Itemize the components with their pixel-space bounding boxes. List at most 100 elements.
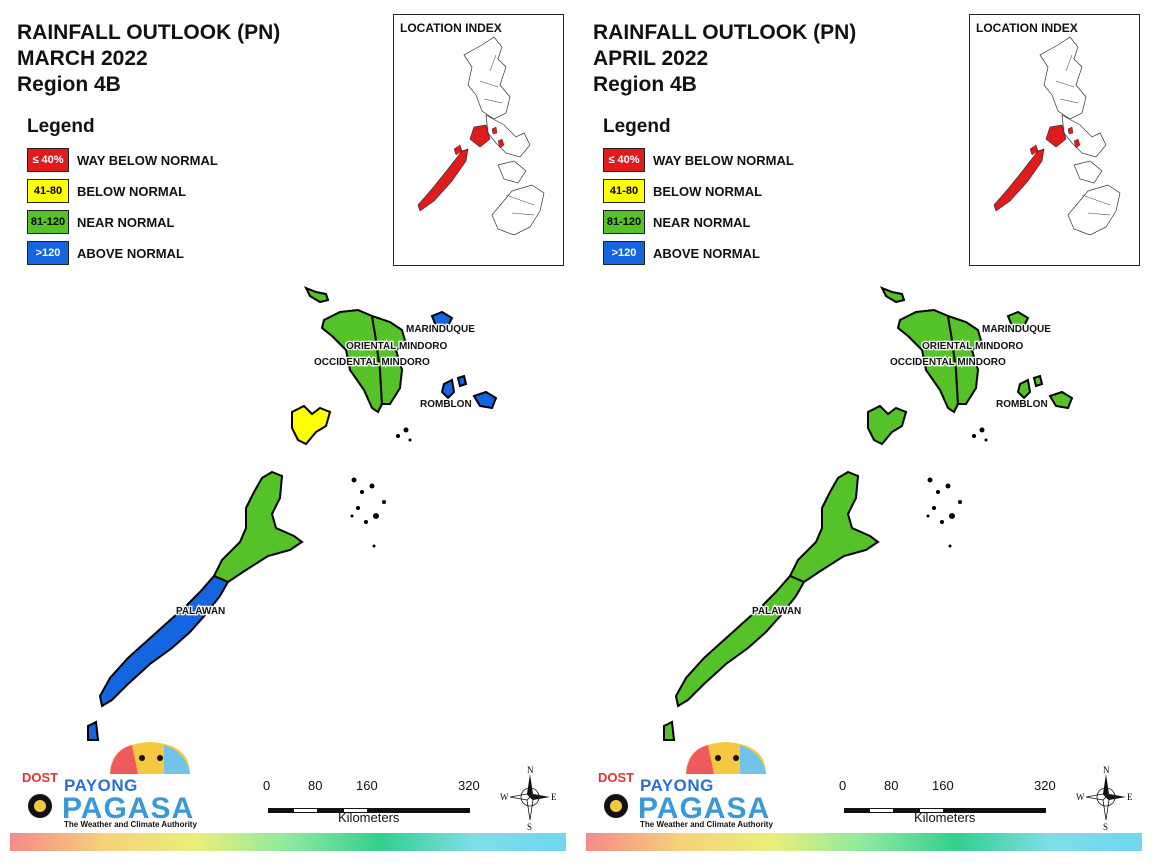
map-title: RAINFALL OUTLOOK (PN) MARCH 2022 Region … (17, 21, 281, 96)
label-oriental-mindoro: ORIENTAL MINDORO (922, 341, 1024, 352)
legend-label: BELOW NORMAL (653, 184, 763, 199)
logo-tagline: The Weather and Climate Authority (64, 820, 197, 829)
legend-label: BELOW NORMAL (77, 184, 187, 199)
index-mindoro (469, 124, 491, 148)
index-mindoro (1045, 124, 1067, 148)
legend-label: WAY BELOW NORMAL (653, 153, 794, 168)
footer-gradient-strip (10, 833, 566, 851)
footer-gradient-strip (586, 833, 1142, 851)
label-romblon: ROMBLON (420, 399, 472, 410)
scale-tick: 160 (356, 778, 378, 793)
legend-swatch: 81-120 (603, 210, 645, 234)
label-romblon: ROMBLON (996, 399, 1048, 410)
label-oriental-mindoro: ORIENTAL MINDORO (346, 341, 448, 352)
label-occidental-mindoro: OCCIDENTAL MINDORO (890, 357, 1006, 368)
label-palawan: PALAWAN (176, 606, 225, 617)
palawan-south-shape (98, 574, 230, 708)
scale-tick: 0 (839, 778, 847, 793)
compass-n: N (527, 765, 534, 775)
mindoro-north-islet (303, 286, 330, 304)
label-palawan: PALAWAN (752, 606, 801, 617)
legend-swatch: 41-80 (603, 179, 645, 203)
cuyo-islets (350, 427, 412, 548)
palawan-north-shape (212, 470, 304, 584)
payong-pagasa-logo: DOST PAYONG PAGASA The Weather and Clima… (590, 740, 773, 830)
dost-text: DOST (22, 770, 59, 785)
compass-n: N (1103, 765, 1110, 775)
scale-units: Kilometers (338, 810, 400, 825)
region-map: MARINDUQUE ORIENTAL MINDORO OCCIDENTAL M… (663, 286, 1074, 741)
cuyo-islets (926, 427, 988, 548)
marinduque-shape (1006, 310, 1030, 327)
label-marinduque: MARINDUQUE (982, 324, 1051, 335)
payong-text: PAYONG (64, 776, 138, 795)
legend-label: ABOVE NORMAL (77, 246, 184, 261)
north-arrow: N S E W (500, 764, 560, 832)
logo-tagline: The Weather and Climate Authority (640, 820, 773, 829)
romblon-islet-1 (1016, 378, 1032, 400)
romblon-shape (472, 390, 498, 410)
label-occidental-mindoro: OCCIDENTAL MINDORO (314, 357, 430, 368)
location-index-map: LOCATION INDEX (393, 14, 564, 266)
legend-swatch: ≤ 40% (603, 148, 645, 172)
romblon-islet-2 (456, 374, 468, 388)
occidental-mindoro-shape (320, 308, 384, 414)
romblon-islet-1 (440, 378, 456, 400)
location-index-title: LOCATION INDEX (400, 21, 502, 35)
oriental-mindoro-shape (946, 314, 984, 405)
romblon-islet-2 (1032, 374, 1044, 388)
legend-title: Legend (603, 116, 671, 137)
legend-label: WAY BELOW NORMAL (77, 153, 218, 168)
occidental-mindoro-shape (896, 308, 960, 414)
region-map: MARINDUQUE ORIENTAL MINDORO OCCIDENTAL M… (87, 286, 498, 741)
compass-e: E (551, 792, 557, 802)
palawan-north-shape (788, 470, 880, 584)
scale-tick: 80 (308, 778, 323, 793)
outlook-panel: RAINFALL OUTLOOK (PN) APRIL 2022 Region … (576, 0, 1152, 864)
scale-bar: 0 80 160 320 Kilometers (258, 776, 488, 836)
legend-swatch: >120 (603, 241, 645, 265)
payong-pagasa-logo: DOST PAYONG PAGASA The Weather and Clima… (14, 740, 197, 830)
scale-tick: 320 (458, 778, 480, 793)
compass-w: W (500, 792, 509, 802)
compass-w: W (1076, 792, 1085, 802)
legend-label: NEAR NORMAL (77, 215, 175, 230)
north-arrow: N S E W (1076, 764, 1136, 832)
compass-e: E (1127, 792, 1133, 802)
dost-text: DOST (598, 770, 635, 785)
label-marinduque: MARINDUQUE (406, 324, 475, 335)
balabac-islet (87, 720, 100, 741)
legend-title: Legend (27, 116, 95, 137)
calamian-islands-shape (291, 404, 332, 446)
umbrella-icon (604, 742, 766, 818)
scale-tick: 160 (932, 778, 954, 793)
outlook-panel: RAINFALL OUTLOOK (PN) MARCH 2022 Region … (10, 14, 566, 851)
scale-bar: 0 80 160 320 Kilometers (834, 776, 1064, 836)
payong-text: PAYONG (640, 776, 714, 795)
map-title: RAINFALL OUTLOOK (PN) APRIL 2022 Region … (593, 21, 857, 96)
compass-s: S (527, 822, 532, 830)
umbrella-icon (28, 742, 190, 818)
legend-swatch: >120 (27, 241, 69, 265)
legend-swatch: 81-120 (27, 210, 69, 234)
palawan-south-shape (674, 574, 806, 708)
legend-label: ABOVE NORMAL (653, 246, 760, 261)
compass-s: S (1103, 822, 1108, 830)
romblon-shape (1048, 390, 1074, 410)
compass-rose-icon: N S E W (500, 765, 557, 832)
calamian-islands-shape (867, 404, 908, 446)
pagasa-text: PAGASA (62, 792, 195, 825)
legend-label: NEAR NORMAL (653, 215, 751, 230)
oriental-mindoro-shape (370, 314, 408, 405)
location-index-title: LOCATION INDEX (976, 21, 1078, 35)
scale-tick: 320 (1034, 778, 1056, 793)
legend-swatch: ≤ 40% (27, 148, 69, 172)
scale-units: Kilometers (914, 810, 976, 825)
scale-tick: 80 (884, 778, 899, 793)
balabac-islet (663, 720, 676, 741)
index-palawan (417, 148, 469, 212)
philippines-outline (417, 36, 545, 236)
scale-tick: 0 (263, 778, 271, 793)
legend-swatch: 41-80 (27, 179, 69, 203)
philippines-outline (993, 36, 1121, 236)
